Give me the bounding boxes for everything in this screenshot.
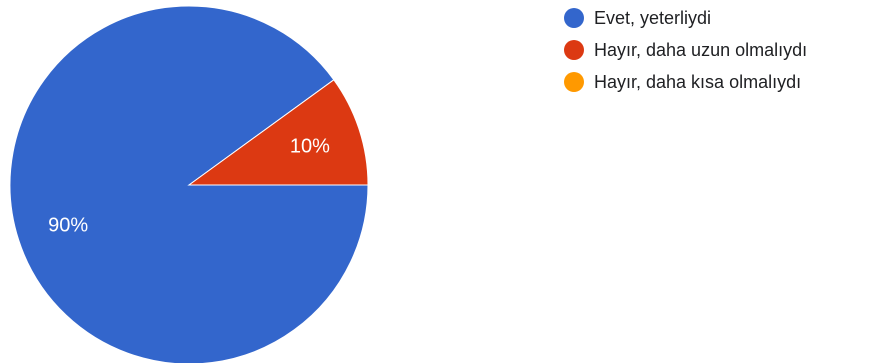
pie-slices [9, 5, 369, 363]
pie-slice-labels: 90% 10% [48, 136, 330, 237]
legend-marker-1 [564, 8, 584, 28]
legend-label-3: Hayır, daha kısa olmalıydı [594, 72, 801, 92]
legend-label-2: Hayır, daha uzun olmalıydı [594, 40, 807, 60]
slice-label-2: 10% [290, 136, 330, 158]
legend-label-1: Evet, yeterliydi [594, 8, 711, 28]
legend-marker-3 [564, 72, 584, 92]
legend-marker-2 [564, 40, 584, 60]
legend: Evet, yeterliydi Hayır, daha uzun olmalıy… [564, 8, 807, 92]
pie-slice-2[interactable] [187, 79, 369, 186]
slice-label-1: 90% [48, 214, 88, 236]
